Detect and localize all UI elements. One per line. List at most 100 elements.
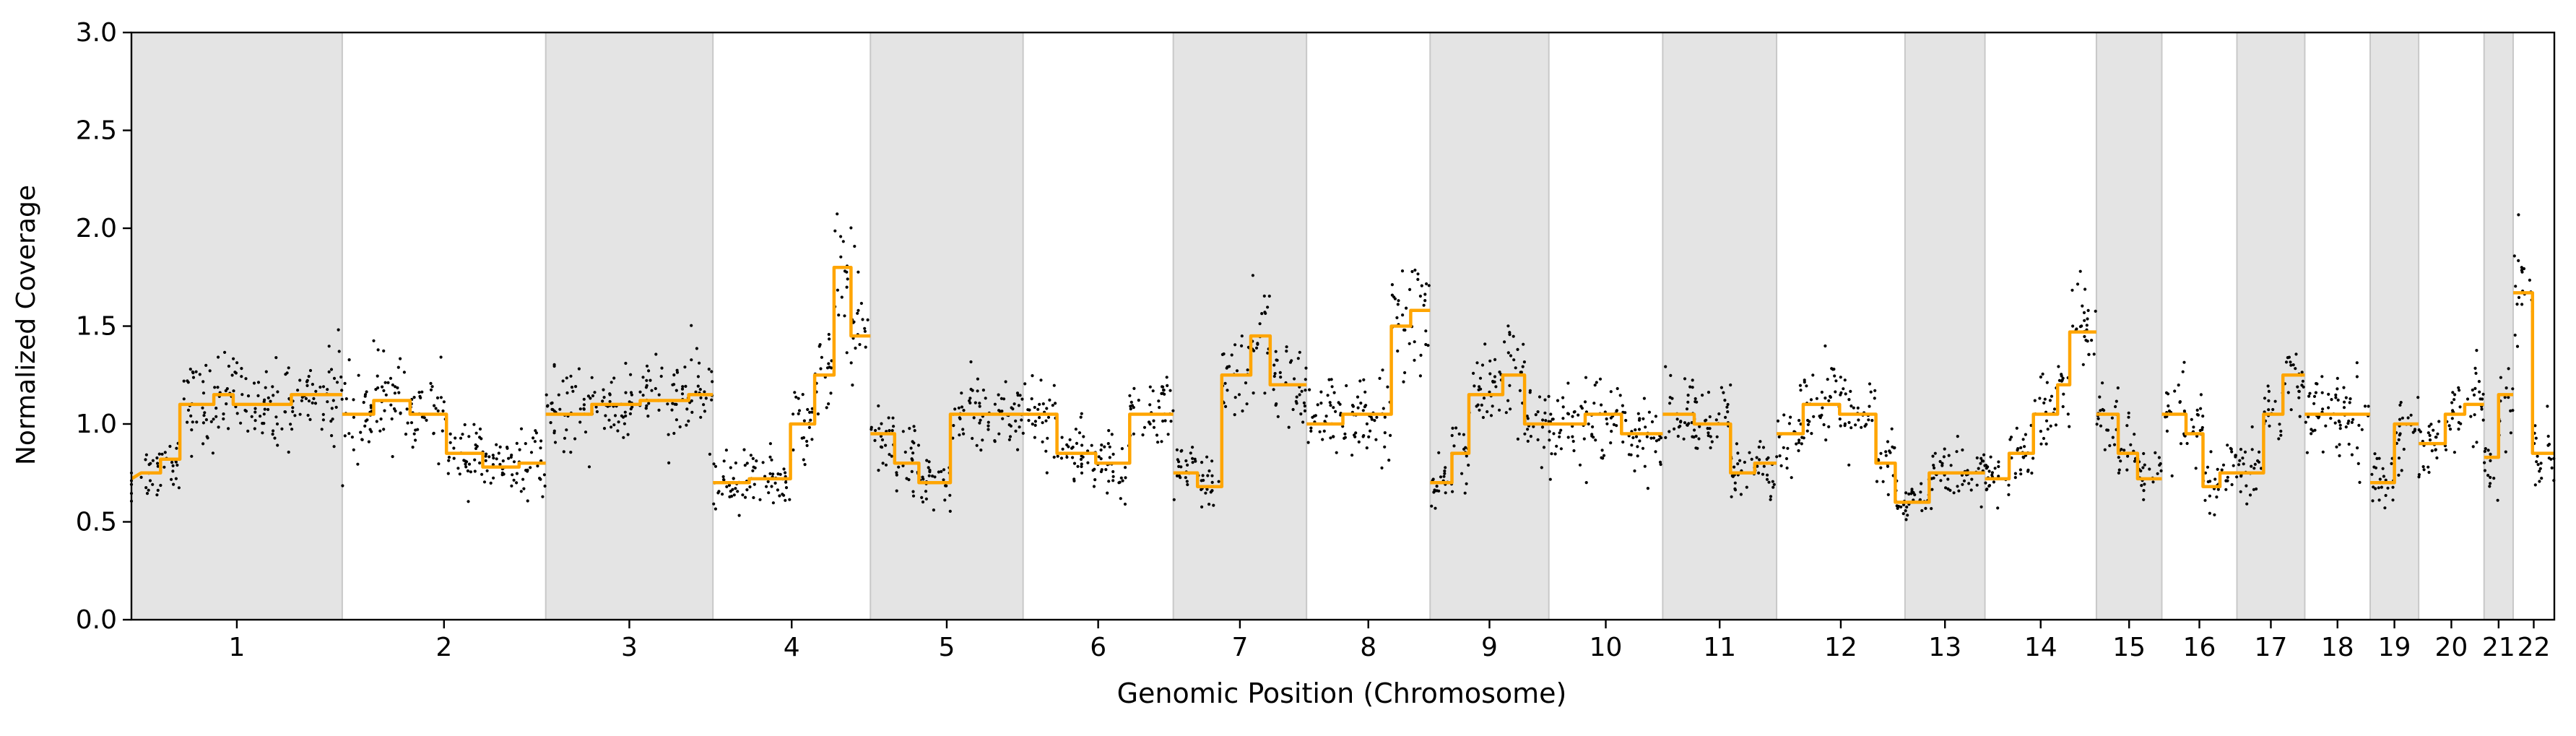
coverage-point bbox=[1498, 371, 1501, 374]
coverage-point bbox=[478, 427, 482, 431]
coverage-point bbox=[1735, 442, 1738, 446]
coverage-point bbox=[2355, 361, 2359, 365]
coverage-point bbox=[1478, 376, 1483, 380]
coverage-point bbox=[602, 427, 607, 430]
coverage-point bbox=[710, 398, 714, 402]
coverage-point bbox=[1129, 404, 1132, 408]
coverage-point bbox=[1390, 283, 1394, 287]
coverage-point bbox=[2377, 498, 2381, 502]
coverage-point bbox=[571, 389, 575, 393]
coverage-point bbox=[2507, 367, 2510, 371]
coverage-point bbox=[1200, 479, 1203, 482]
coverage-point bbox=[190, 428, 194, 432]
coverage-point bbox=[707, 368, 711, 371]
coverage-point bbox=[1353, 433, 1356, 437]
coverage-point bbox=[2481, 397, 2484, 401]
coverage-point bbox=[2216, 488, 2220, 491]
coverage-point bbox=[2294, 367, 2297, 371]
coverage-point bbox=[1823, 344, 1827, 348]
x-tick-label: 20 bbox=[2435, 633, 2468, 662]
coverage-point bbox=[1460, 472, 1464, 475]
coverage-point bbox=[2486, 474, 2490, 477]
coverage-point bbox=[695, 347, 699, 350]
chromosome-band bbox=[1904, 33, 1985, 620]
coverage-point bbox=[1769, 495, 1773, 498]
chromosome-band bbox=[1173, 33, 1307, 620]
coverage-point bbox=[1367, 435, 1371, 439]
coverage-point bbox=[1075, 441, 1079, 446]
coverage-point bbox=[1011, 407, 1015, 411]
coverage-point bbox=[1437, 451, 1441, 454]
coverage-point bbox=[696, 384, 700, 388]
coverage-point bbox=[230, 373, 234, 377]
coverage-point bbox=[2540, 477, 2544, 480]
coverage-point bbox=[1990, 471, 1994, 475]
coverage-point bbox=[144, 486, 148, 490]
coverage-point bbox=[1321, 438, 1324, 441]
coverage-point bbox=[204, 363, 208, 367]
coverage-point bbox=[1045, 471, 1049, 475]
coverage-point bbox=[473, 458, 477, 462]
coverage-point bbox=[2208, 480, 2212, 483]
segment-line bbox=[2096, 412, 2162, 481]
coverage-point bbox=[962, 432, 966, 436]
coverage-point bbox=[1521, 365, 1525, 368]
coverage-point bbox=[901, 464, 905, 468]
coverage-point bbox=[2402, 447, 2406, 451]
coverage-point bbox=[195, 420, 199, 424]
coverage-point bbox=[986, 420, 990, 424]
coverage-point bbox=[156, 462, 160, 465]
coverage-point bbox=[979, 418, 982, 422]
coverage-point bbox=[1160, 440, 1163, 443]
coverage-point bbox=[610, 381, 613, 384]
coverage-point bbox=[253, 407, 257, 410]
coverage-point bbox=[2284, 360, 2289, 364]
coverage-point bbox=[1301, 420, 1305, 424]
coverage-point bbox=[188, 368, 192, 371]
coverage-point bbox=[690, 358, 693, 362]
coverage-point bbox=[1536, 438, 1540, 442]
coverage-point bbox=[1041, 421, 1044, 425]
coverage-point bbox=[472, 423, 476, 426]
coverage-point bbox=[2533, 483, 2537, 487]
coverage-point bbox=[1847, 420, 1851, 425]
coverage-point bbox=[2453, 398, 2456, 402]
coverage-point bbox=[1494, 385, 1498, 389]
coverage-point bbox=[578, 407, 582, 411]
coverage-point bbox=[1729, 383, 1732, 387]
coverage-point bbox=[156, 464, 160, 468]
coverage-point bbox=[1522, 342, 1525, 346]
coverage-point bbox=[2119, 459, 2122, 463]
coverage-point bbox=[1582, 437, 1586, 441]
coverage-point bbox=[610, 425, 613, 429]
coverage-point bbox=[1886, 493, 1890, 497]
coverage-point bbox=[1067, 445, 1070, 449]
coverage-point bbox=[2082, 311, 2086, 314]
coverage-point bbox=[1434, 506, 1437, 510]
coverage-point bbox=[702, 403, 706, 407]
coverage-point bbox=[690, 410, 694, 415]
coverage-point bbox=[1933, 466, 1936, 470]
coverage-point bbox=[981, 389, 985, 392]
coverage-point bbox=[2348, 401, 2351, 404]
coverage-point bbox=[1493, 380, 1496, 384]
coverage-point bbox=[2466, 397, 2470, 401]
coverage-point bbox=[313, 402, 318, 405]
coverage-point bbox=[235, 361, 239, 365]
coverage-point bbox=[2457, 428, 2460, 431]
coverage-point bbox=[1920, 508, 1924, 513]
coverage-point bbox=[1031, 374, 1034, 378]
coverage-point bbox=[810, 438, 814, 441]
coverage-point bbox=[487, 455, 491, 459]
coverage-point bbox=[1890, 427, 1894, 430]
coverage-point bbox=[1577, 413, 1580, 417]
coverage-point bbox=[2268, 424, 2271, 428]
coverage-point bbox=[1334, 410, 1337, 413]
coverage-point bbox=[1571, 435, 1574, 438]
coverage-point bbox=[1558, 431, 1561, 435]
coverage-point bbox=[2125, 424, 2129, 428]
coverage-point bbox=[436, 409, 440, 413]
chromosome-band bbox=[1430, 33, 1549, 620]
coverage-point bbox=[2499, 376, 2502, 379]
coverage-point bbox=[1381, 368, 1384, 372]
